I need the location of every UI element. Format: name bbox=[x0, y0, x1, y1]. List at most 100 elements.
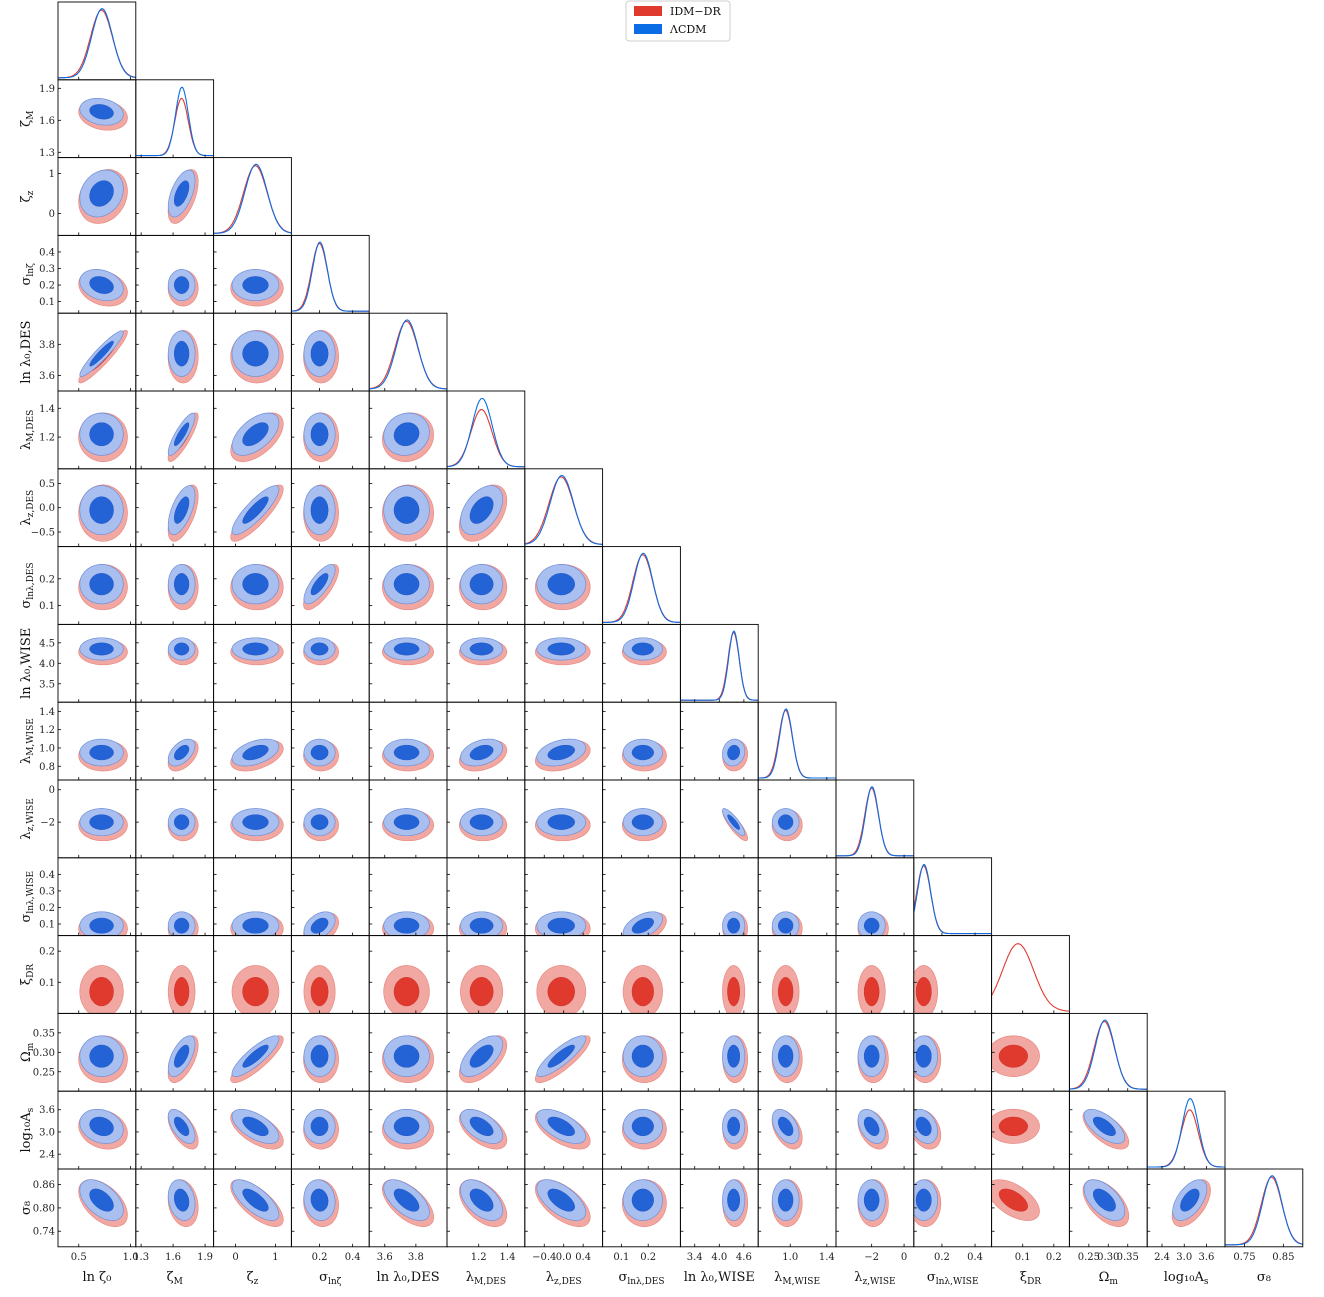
contour-68-lcdm bbox=[242, 276, 269, 294]
contour-panel bbox=[602, 701, 681, 781]
contour-panel bbox=[524, 623, 604, 703]
contour-68-lcdm bbox=[242, 917, 269, 934]
contour-68-lcdm bbox=[469, 814, 494, 830]
marginal-curve-lcdm bbox=[758, 708, 836, 779]
y-tick-label: 1 bbox=[49, 169, 55, 180]
contour-68-idm-dr bbox=[547, 977, 575, 1007]
contour-panel bbox=[57, 1012, 137, 1092]
contour-68-lcdm bbox=[727, 1116, 741, 1137]
contour-68-lcdm bbox=[915, 1116, 932, 1137]
contour-68-lcdm bbox=[1180, 1188, 1200, 1212]
contour-panel bbox=[135, 468, 215, 548]
contour-68-lcdm bbox=[393, 642, 420, 656]
contour-panel bbox=[57, 1168, 137, 1248]
marginal-panel bbox=[57, 1, 137, 81]
panel-frame bbox=[1146, 1090, 1226, 1170]
contour-panel bbox=[679, 1168, 759, 1248]
y-tick-label: 0.0 bbox=[39, 503, 55, 514]
contour-panel bbox=[913, 935, 993, 1014]
contour-68-lcdm bbox=[89, 180, 114, 207]
marginal-panel bbox=[524, 468, 604, 548]
contour-68-lcdm bbox=[393, 1188, 420, 1212]
x-axis-label: σlnλ,WISE bbox=[927, 1270, 979, 1287]
contour-68-lcdm bbox=[242, 1188, 269, 1212]
contour-68-lcdm bbox=[310, 340, 329, 367]
y-tick-label: 1.3 bbox=[39, 148, 55, 159]
x-tick-label: 0.5 bbox=[71, 1252, 87, 1263]
marginal-curve-idm-dr bbox=[680, 631, 759, 701]
contour-panel bbox=[446, 857, 526, 937]
contour-68-lcdm bbox=[1092, 1188, 1116, 1212]
x-axis-label: ζz bbox=[247, 1270, 259, 1287]
contour-panel bbox=[446, 1012, 526, 1092]
contour-68-lcdm bbox=[727, 917, 741, 934]
contour-panel bbox=[524, 935, 604, 1014]
contour-68-lcdm bbox=[174, 1044, 190, 1068]
y-axis-label: log₁₀As bbox=[19, 1107, 36, 1152]
panel-frame bbox=[679, 623, 759, 703]
panel-frame bbox=[679, 935, 759, 1014]
contour-panel bbox=[835, 935, 915, 1014]
contour-68-lcdm bbox=[174, 340, 190, 367]
y-tick-label: 4.5 bbox=[39, 638, 55, 649]
contour-panel bbox=[368, 1168, 448, 1248]
contour-panel bbox=[135, 1090, 215, 1170]
contour-panel bbox=[135, 779, 215, 859]
y-tick-label: 2.4 bbox=[39, 1150, 55, 1161]
contour-panel bbox=[213, 701, 292, 781]
x-tick-label: 0.2 bbox=[640, 1252, 656, 1263]
contour-panel bbox=[913, 1090, 993, 1170]
y-tick-label: 0.2 bbox=[39, 574, 55, 585]
x-tick-label: 1.2 bbox=[471, 1252, 487, 1263]
contour-68-lcdm bbox=[310, 917, 329, 934]
contour-panel bbox=[290, 468, 370, 548]
y-tick-label: 1.6 bbox=[39, 116, 55, 127]
contour-68-lcdm bbox=[863, 1044, 880, 1068]
contour-panel bbox=[57, 857, 137, 937]
y-axis-label: σlnζ bbox=[19, 263, 36, 286]
x-tick-label: 1.4 bbox=[500, 1252, 516, 1263]
contour-panel bbox=[679, 779, 759, 859]
marginal-curve-lcdm bbox=[213, 163, 292, 234]
y-tick-label: 0.1 bbox=[39, 920, 55, 931]
contour-68-lcdm bbox=[393, 814, 420, 830]
marginal-curve-lcdm bbox=[1147, 1097, 1225, 1168]
x-tick-label: 3.4 bbox=[687, 1252, 703, 1263]
marginal-panel bbox=[991, 935, 1070, 1014]
x-tick-label: 1 bbox=[272, 1252, 278, 1263]
contour-68-lcdm bbox=[469, 1116, 494, 1137]
contour-68-lcdm bbox=[310, 642, 329, 656]
x-axis-label: ξDR bbox=[1020, 1270, 1041, 1287]
panel-frame bbox=[679, 701, 759, 781]
contour-panel bbox=[679, 701, 759, 781]
contour-panel bbox=[290, 312, 370, 392]
marginal-curve-idm-dr bbox=[602, 554, 681, 623]
contour-68-lcdm bbox=[547, 814, 575, 830]
marginal-curve-idm-dr bbox=[369, 320, 448, 390]
contour-68-lcdm bbox=[727, 744, 741, 761]
marginal-curve-idm-dr bbox=[1069, 1020, 1148, 1090]
contour-68-lcdm bbox=[547, 1116, 575, 1137]
contour-68-idm-dr bbox=[778, 977, 794, 1007]
contour-68-lcdm bbox=[174, 276, 190, 294]
contour-68-lcdm bbox=[469, 1044, 494, 1068]
contour-68-lcdm bbox=[727, 1044, 741, 1068]
y-tick-label: 0.2 bbox=[39, 903, 55, 914]
contour-68-lcdm bbox=[89, 917, 114, 934]
panel-frame bbox=[290, 234, 370, 314]
y-tick-label: 3.6 bbox=[39, 1105, 55, 1116]
marginal-curve-lcdm bbox=[447, 397, 525, 468]
panel-frame bbox=[679, 779, 759, 859]
contour-panel bbox=[57, 623, 137, 703]
contour-panel bbox=[57, 390, 137, 470]
y-tick-label: −0.5 bbox=[31, 528, 55, 539]
y-tick-label: 3.6 bbox=[39, 371, 55, 382]
marginal-curve-idm-dr bbox=[291, 242, 370, 312]
contour-68-lcdm bbox=[174, 573, 190, 596]
contour-68-lcdm bbox=[310, 1116, 329, 1137]
contour-68-lcdm bbox=[89, 1044, 114, 1068]
marginal-curve-idm-dr bbox=[758, 709, 836, 779]
contour-68-lcdm bbox=[310, 573, 329, 596]
contour-panel bbox=[213, 1168, 292, 1248]
panel-frame bbox=[213, 157, 292, 236]
